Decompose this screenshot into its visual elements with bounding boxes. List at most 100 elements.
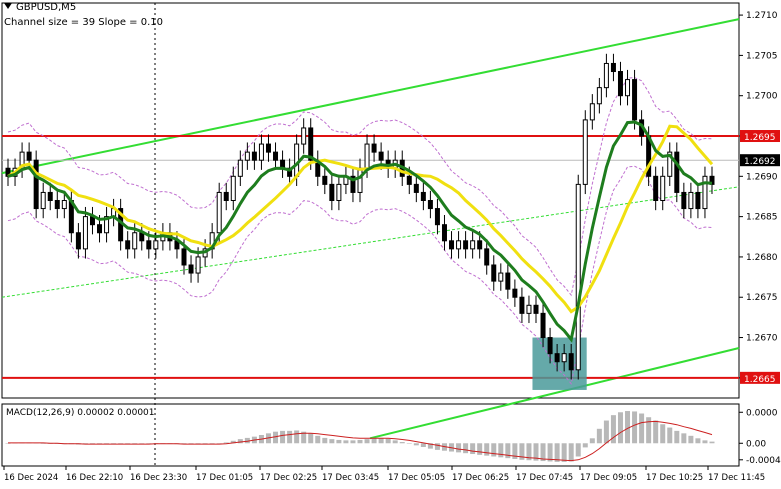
macd-histogram-bar <box>547 443 553 462</box>
macd-histogram-bar <box>568 443 574 462</box>
macd-histogram-bar <box>237 439 243 444</box>
macd-histogram-bar <box>603 420 609 444</box>
candle-body <box>244 151 250 161</box>
macd-histogram-bar <box>533 443 539 461</box>
macd-histogram-bar <box>357 439 363 444</box>
candle-body <box>364 143 370 169</box>
candle-body <box>617 71 623 97</box>
macd-histogram-bar <box>498 443 504 458</box>
candle-body <box>695 191 701 210</box>
macd-histogram-bar <box>315 435 321 444</box>
macd-histogram-bar <box>420 443 426 447</box>
candle-body <box>104 216 110 234</box>
candle-body <box>463 240 469 250</box>
macd-histogram-bar <box>427 443 433 449</box>
macd-histogram-bar <box>484 443 490 456</box>
candle-body <box>413 183 419 193</box>
macd-histogram-bar <box>329 439 335 444</box>
macd-histogram-bar <box>364 439 370 444</box>
macd-histogram-bar <box>540 443 546 462</box>
candle-body <box>427 200 433 210</box>
candle-body <box>632 79 638 121</box>
macd-histogram-bar <box>371 438 377 444</box>
x-tick-label: 17 Dec 09:05 <box>580 473 637 483</box>
macd-histogram-bar <box>519 443 525 460</box>
y-tick-label: 1.2710 <box>746 11 778 21</box>
candle-body <box>273 151 279 161</box>
macd-histogram-bar <box>406 443 412 444</box>
candle-body <box>216 191 222 234</box>
candle-body <box>125 240 131 250</box>
candle-body <box>329 183 335 201</box>
candle-body <box>26 151 32 161</box>
macd-histogram-bar <box>561 443 567 462</box>
candle-body <box>484 248 490 266</box>
candle-body <box>434 208 440 226</box>
y-tick-label: 1.2690 <box>746 172 778 182</box>
candle-body <box>470 240 476 250</box>
candle-body <box>75 232 81 250</box>
candle-body <box>582 119 588 185</box>
candle-body <box>681 191 687 210</box>
macd-tick-label: 0.0000 <box>746 408 778 418</box>
macd-histogram-bar <box>653 420 659 444</box>
candle-body <box>33 159 39 210</box>
macd-histogram-bar <box>477 443 483 455</box>
channel-mid-line <box>1 186 740 298</box>
candle-body <box>40 191 46 210</box>
macd-histogram-bar <box>322 437 328 444</box>
candle-body <box>322 175 328 185</box>
candle-body <box>265 143 271 153</box>
candle-body <box>61 200 67 210</box>
macd-label: MACD(12,26,9) 0.00002 0.00001 <box>6 408 155 418</box>
macd-tick-label: 0.00 <box>746 439 766 449</box>
candle-body <box>153 240 159 250</box>
macd-histogram-bar <box>294 430 300 444</box>
macd-histogram-bar <box>625 411 631 444</box>
macd-histogram-bar <box>589 438 595 444</box>
macd-histogram-bar <box>632 411 638 444</box>
candle-body <box>547 337 553 355</box>
candle-body <box>477 240 483 250</box>
indicator-label: Channel size = 39 Slope = 0.10 <box>4 17 164 28</box>
macd-histogram-bar <box>667 427 673 444</box>
macd-plot-frame <box>1 403 740 467</box>
candle-body <box>540 312 546 339</box>
macd-histogram-bar <box>216 443 222 444</box>
ma-green-line <box>7 120 713 343</box>
macd-histogram-bar <box>596 428 602 444</box>
x-tick-label: 17 Dec 06:25 <box>452 473 509 483</box>
dropdown-triangle-icon[interactable] <box>4 3 12 9</box>
macd-histogram-bar <box>301 431 307 444</box>
candle-body <box>406 175 412 185</box>
macd-histogram-bar <box>139 443 145 444</box>
candle-body <box>554 353 560 363</box>
candle-body <box>336 183 342 201</box>
chart-title: GBPUSD,M5 <box>4 2 76 13</box>
x-tick-label: 17 Dec 03:45 <box>322 473 379 483</box>
macd-histogram-bar <box>5 443 11 444</box>
macd-histogram-bar <box>392 440 398 444</box>
macd-histogram-bar <box>378 437 384 444</box>
candle-body <box>230 175 236 202</box>
x-tick-label: 17 Dec 05:05 <box>388 473 445 483</box>
macd-histogram-bar <box>674 430 680 444</box>
candle-body <box>625 79 631 97</box>
envelope-upper <box>7 77 713 297</box>
macd-histogram-bar <box>280 430 286 444</box>
candle-body <box>709 175 715 185</box>
macd-histogram-bar <box>512 443 518 459</box>
macd-histogram-bar <box>244 437 250 444</box>
candle-body <box>378 151 384 161</box>
macd-histogram-bar <box>646 417 652 444</box>
macd-histogram-bar <box>505 443 511 459</box>
level-price-label: 1.2665 <box>744 375 776 385</box>
current-price-label: 1.2692 <box>744 157 776 167</box>
macd-histogram-bar <box>554 443 560 462</box>
candle-body <box>251 151 257 161</box>
candle-body <box>181 248 187 266</box>
macd-histogram-bar <box>230 440 236 444</box>
macd-histogram-bar <box>575 443 581 457</box>
candle-body <box>688 191 694 210</box>
